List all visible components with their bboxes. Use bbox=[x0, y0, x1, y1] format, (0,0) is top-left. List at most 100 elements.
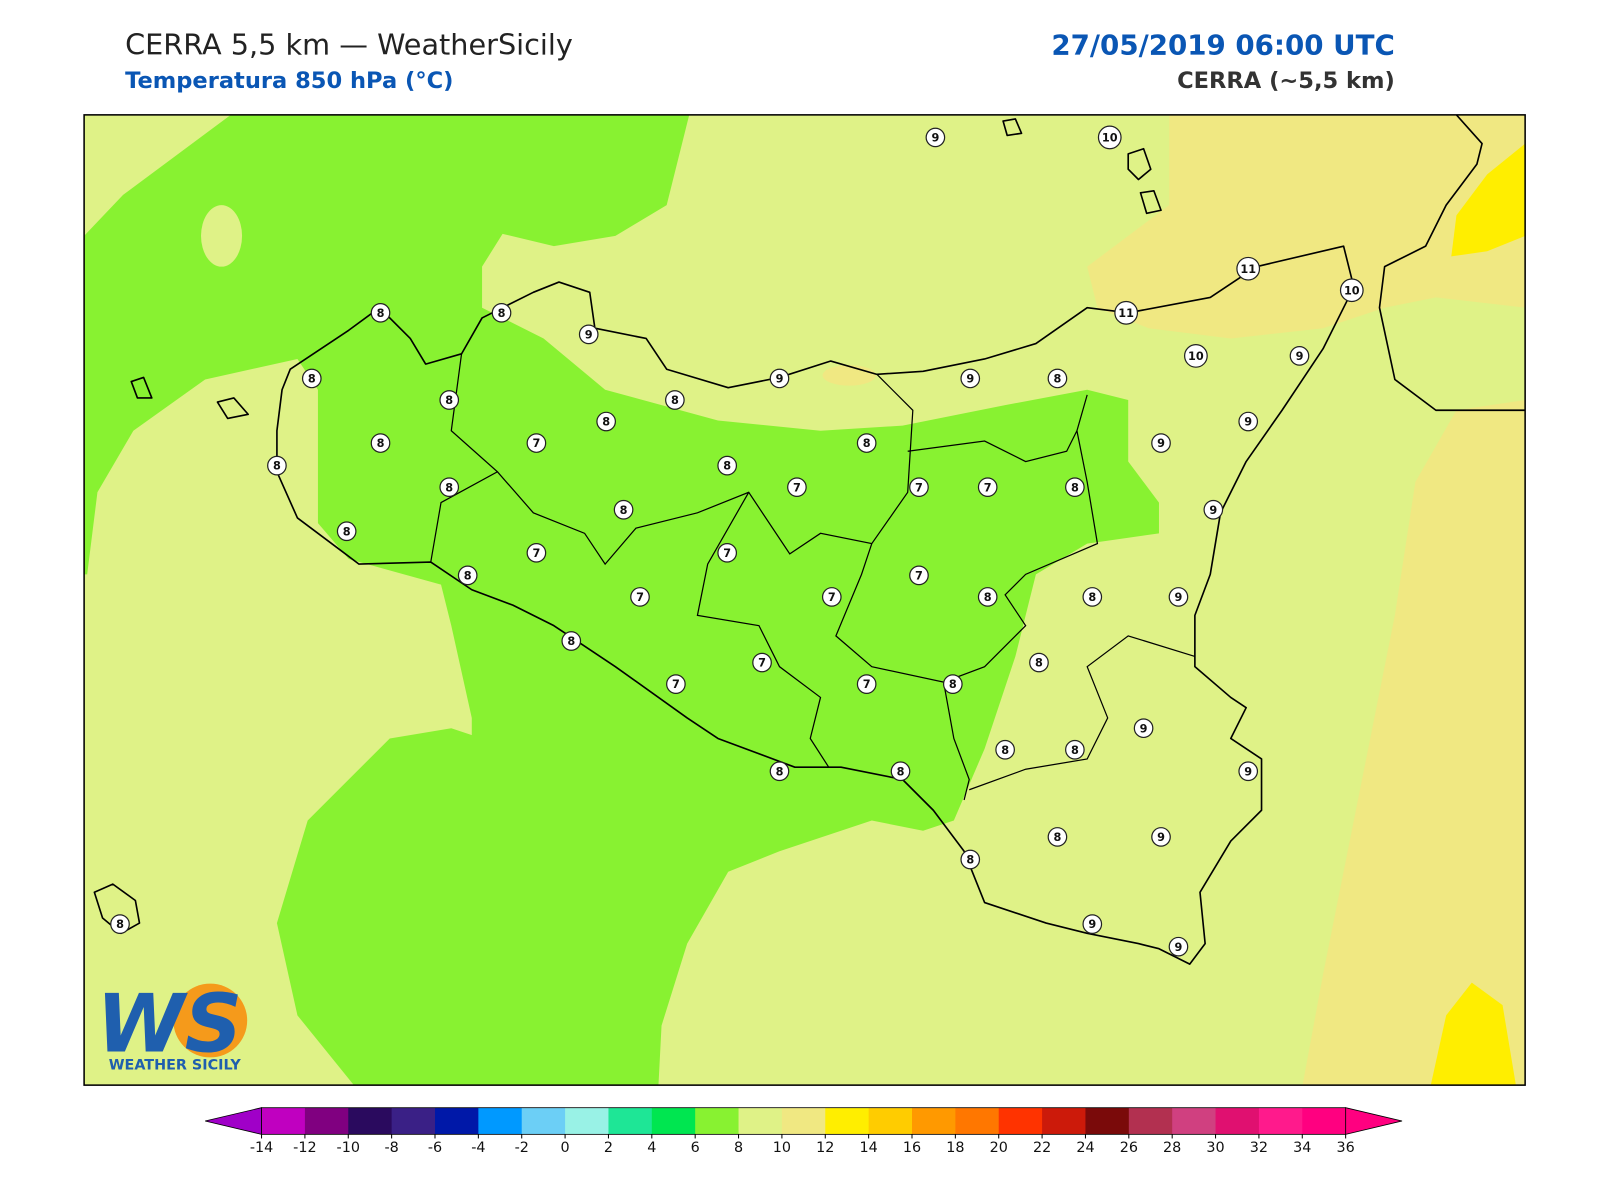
station-value: 9 bbox=[1244, 765, 1252, 778]
colorbar-tick-label: 20 bbox=[990, 1140, 1008, 1156]
station-marker bbox=[1151, 827, 1171, 847]
station-marker bbox=[370, 302, 391, 323]
colorbar-tick-label: 18 bbox=[946, 1140, 964, 1156]
station-marker bbox=[925, 127, 946, 148]
station-marker bbox=[613, 499, 634, 520]
station-value: 9 bbox=[1296, 350, 1304, 363]
station-value: 8 bbox=[1071, 481, 1079, 494]
station-marker bbox=[267, 455, 287, 476]
station-value: 8 bbox=[620, 504, 628, 517]
title: CERRA 5,5 km — WeatherSicily bbox=[125, 27, 573, 61]
station-marker bbox=[856, 433, 877, 453]
station-value: 7 bbox=[672, 678, 680, 691]
station-marker bbox=[1029, 652, 1049, 673]
station-value: 9 bbox=[1157, 831, 1165, 844]
station-marker bbox=[1151, 433, 1171, 453]
colorbar-over bbox=[1345, 1107, 1403, 1135]
station-value: 7 bbox=[532, 437, 540, 450]
colorbar-under bbox=[205, 1107, 262, 1135]
station-value: 7 bbox=[984, 481, 992, 494]
field-12-14 bbox=[1451, 143, 1526, 257]
datetime: 27/05/2019 06:00 UTC bbox=[1051, 28, 1394, 61]
colorbar-bin bbox=[1042, 1107, 1086, 1135]
colorbar-bin bbox=[304, 1107, 349, 1135]
field-10-12 bbox=[822, 365, 876, 386]
station-value: 10 bbox=[1188, 350, 1204, 363]
colorbar-tick-label: 6 bbox=[691, 1140, 700, 1156]
station-value: 9 bbox=[966, 373, 974, 386]
station-value: 8 bbox=[116, 918, 124, 931]
station-marker bbox=[942, 674, 963, 694]
station-value: 7 bbox=[636, 591, 644, 604]
colorbar-tick-label: 30 bbox=[1206, 1140, 1224, 1156]
colorbar-bin bbox=[912, 1107, 956, 1135]
station-marker bbox=[1047, 827, 1068, 847]
station-value: 9 bbox=[931, 132, 939, 145]
station-marker bbox=[1065, 739, 1085, 760]
station-value: 8 bbox=[1054, 831, 1062, 844]
colorbar-bin bbox=[1215, 1107, 1260, 1135]
station-value: 7 bbox=[828, 591, 836, 604]
map-area bbox=[84, 114, 1526, 1086]
station-value: 8 bbox=[723, 460, 731, 473]
aeolian-island bbox=[1127, 147, 1152, 181]
station-value: 8 bbox=[377, 307, 385, 320]
field-6-8 bbox=[84, 114, 1159, 1086]
colorbar-tick-label: -12 bbox=[293, 1140, 316, 1156]
station-value: 7 bbox=[863, 678, 871, 691]
colorbar-bin bbox=[1128, 1107, 1173, 1135]
colorbar-tick-label: 32 bbox=[1250, 1140, 1268, 1156]
station-value: 8 bbox=[1035, 657, 1043, 670]
colorbar-bin bbox=[1172, 1107, 1217, 1135]
colorbar-bin bbox=[1302, 1107, 1347, 1135]
station-marker bbox=[110, 914, 130, 934]
station-value: 11 bbox=[1240, 263, 1256, 276]
station-value: 7 bbox=[758, 657, 766, 670]
station-value: 8 bbox=[897, 765, 905, 778]
station-marker bbox=[717, 542, 738, 563]
colorbar-bin bbox=[825, 1107, 870, 1135]
station-marker bbox=[1339, 278, 1364, 303]
station-marker bbox=[491, 302, 512, 323]
station-marker bbox=[1097, 125, 1122, 150]
station-marker bbox=[1289, 346, 1310, 366]
station-marker bbox=[526, 433, 547, 453]
station-value: 8 bbox=[567, 635, 575, 648]
province-borders bbox=[430, 353, 1196, 801]
station-marker bbox=[301, 368, 322, 389]
colorbar-bin bbox=[434, 1107, 479, 1135]
aeolian-island bbox=[1139, 189, 1162, 215]
colorbar-tick-label: 36 bbox=[1337, 1140, 1355, 1156]
colorbar-bin bbox=[1085, 1107, 1130, 1135]
stations: 9 10 8 8 9 11 10 11 10 9 8 9 9 8 8 8 8 9 8 7 8 9 8 8 8 7 7 7 8 8 9 8 7 7 8… bbox=[110, 125, 1364, 957]
station-marker bbox=[960, 849, 981, 870]
station-marker bbox=[1203, 499, 1224, 520]
station-value: 8 bbox=[273, 460, 281, 473]
station-marker bbox=[1184, 343, 1208, 368]
station-value: 8 bbox=[984, 591, 992, 604]
station-marker bbox=[439, 477, 460, 498]
colorbar-bin bbox=[391, 1107, 436, 1135]
station-value: 8 bbox=[1071, 744, 1079, 757]
station-marker bbox=[578, 324, 599, 345]
station-marker bbox=[666, 674, 686, 694]
station-marker bbox=[717, 455, 738, 476]
station-value: 8 bbox=[949, 678, 957, 691]
station-value: 11 bbox=[1118, 307, 1134, 320]
station-marker bbox=[1133, 718, 1154, 739]
station-value: 8 bbox=[776, 765, 784, 778]
station-marker bbox=[909, 477, 929, 498]
station-value: 7 bbox=[793, 481, 801, 494]
station-marker bbox=[960, 368, 981, 389]
colorbar-tick-label: -14 bbox=[250, 1140, 273, 1156]
station-value: 8 bbox=[445, 481, 453, 494]
colorbar-bin bbox=[521, 1107, 566, 1135]
station-value: 8 bbox=[671, 394, 679, 407]
station-marker bbox=[787, 477, 807, 498]
station-marker bbox=[977, 477, 998, 498]
colorbar-bin bbox=[478, 1107, 523, 1135]
colorbar-tick-label: 8 bbox=[734, 1140, 743, 1156]
colorbar-tick-label: 14 bbox=[860, 1140, 878, 1156]
station-value: 8 bbox=[863, 437, 871, 450]
